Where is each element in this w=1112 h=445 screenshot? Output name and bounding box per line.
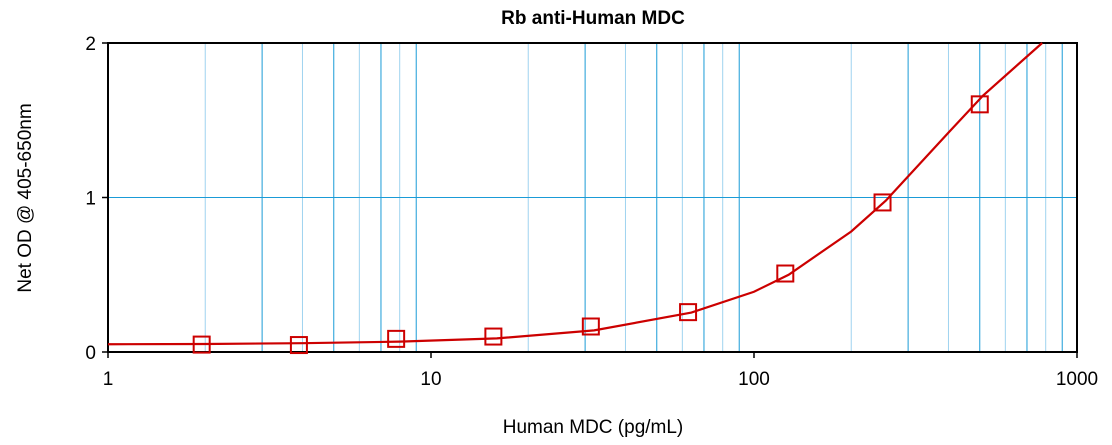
y-axis-label: Net OD @ 405-650nm xyxy=(15,103,36,292)
y-tick-label: 2 xyxy=(85,34,96,55)
axis-ticks xyxy=(102,42,1078,358)
data-point xyxy=(776,264,795,283)
y-tick-label: 0 xyxy=(85,343,96,364)
data-point xyxy=(970,95,989,114)
x-tick-label: 10 xyxy=(420,369,441,390)
data-point xyxy=(289,336,308,355)
data-points xyxy=(192,95,989,355)
data-point xyxy=(387,329,406,348)
chart-title: Rb anti-Human MDC xyxy=(501,8,685,29)
data-point xyxy=(581,317,600,336)
data-point xyxy=(484,327,503,346)
fit-curve xyxy=(107,42,1043,346)
data-point xyxy=(679,303,698,322)
y-tick-label: 1 xyxy=(85,189,96,210)
grid xyxy=(108,43,1077,352)
data-point xyxy=(192,335,211,354)
x-tick-label: 1000 xyxy=(1056,369,1098,390)
x-axis-label: Human MDC (pg/mL) xyxy=(503,417,684,438)
data-point xyxy=(873,193,892,212)
x-tick-label: 1 xyxy=(103,369,114,390)
x-tick-label: 100 xyxy=(738,369,770,390)
